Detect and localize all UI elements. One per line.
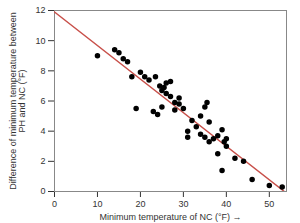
svg-text:30: 30 xyxy=(178,199,188,209)
svg-text:6: 6 xyxy=(40,96,45,106)
svg-text:4: 4 xyxy=(40,126,45,136)
svg-text:8: 8 xyxy=(40,66,45,76)
svg-text:0: 0 xyxy=(40,186,45,196)
svg-text:12: 12 xyxy=(35,5,45,15)
svg-text:2: 2 xyxy=(40,156,45,166)
svg-text:Difference of minimum temperat: Difference of minimum temperature betwee… xyxy=(8,12,27,189)
svg-text:10: 10 xyxy=(92,199,102,209)
svg-text:Minimum temperature of NC (°F): Minimum temperature of NC (°F) → xyxy=(99,212,241,222)
svg-text:10: 10 xyxy=(35,36,45,46)
svg-text:20: 20 xyxy=(135,199,145,209)
svg-text:50: 50 xyxy=(264,199,274,209)
svg-text:0: 0 xyxy=(52,199,57,209)
svg-text:40: 40 xyxy=(221,199,231,209)
